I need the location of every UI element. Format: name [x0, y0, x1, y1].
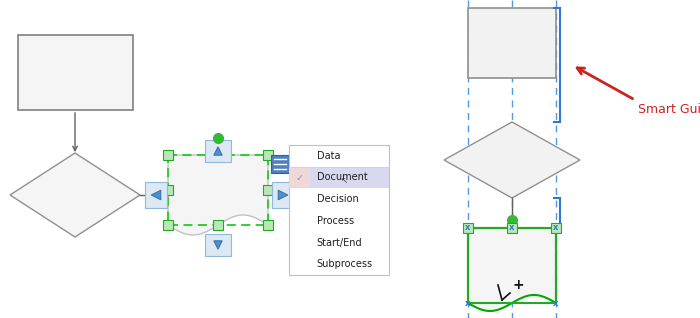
Text: Document: Document — [316, 172, 368, 183]
Bar — [205, 234, 231, 256]
Bar — [551, 223, 561, 233]
Bar — [289, 167, 389, 188]
Text: Decision: Decision — [316, 194, 358, 204]
Bar — [272, 182, 294, 208]
Bar — [163, 150, 173, 160]
Bar — [205, 140, 231, 162]
Bar — [263, 185, 273, 195]
Bar — [271, 155, 289, 173]
Bar — [263, 220, 273, 230]
Polygon shape — [168, 155, 268, 235]
Bar — [213, 220, 223, 230]
Bar — [289, 145, 389, 275]
Bar — [163, 220, 173, 230]
Polygon shape — [278, 190, 288, 200]
Polygon shape — [214, 147, 222, 155]
Text: ↖: ↖ — [340, 176, 347, 185]
Bar — [213, 150, 223, 160]
Bar — [163, 185, 173, 195]
Text: Start/End: Start/End — [316, 238, 363, 247]
Text: x: x — [553, 224, 559, 232]
Text: Smart Guides: Smart Guides — [638, 103, 700, 116]
Polygon shape — [444, 122, 580, 198]
Bar — [463, 223, 473, 233]
Text: x: x — [466, 299, 470, 308]
Bar — [18, 35, 133, 110]
Text: Data: Data — [316, 151, 340, 161]
Polygon shape — [214, 241, 222, 249]
Bar — [468, 8, 556, 78]
Text: ✓: ✓ — [296, 172, 304, 183]
Text: Subprocess: Subprocess — [316, 259, 373, 269]
Bar — [290, 168, 309, 187]
Bar — [145, 182, 167, 208]
Text: x: x — [510, 224, 514, 232]
Text: x: x — [466, 224, 470, 232]
Text: x: x — [553, 299, 559, 308]
Polygon shape — [468, 228, 556, 311]
Text: +: + — [512, 278, 524, 292]
Polygon shape — [10, 153, 140, 237]
Polygon shape — [151, 190, 161, 200]
Bar — [507, 223, 517, 233]
Bar — [263, 150, 273, 160]
Text: Process: Process — [316, 216, 354, 226]
